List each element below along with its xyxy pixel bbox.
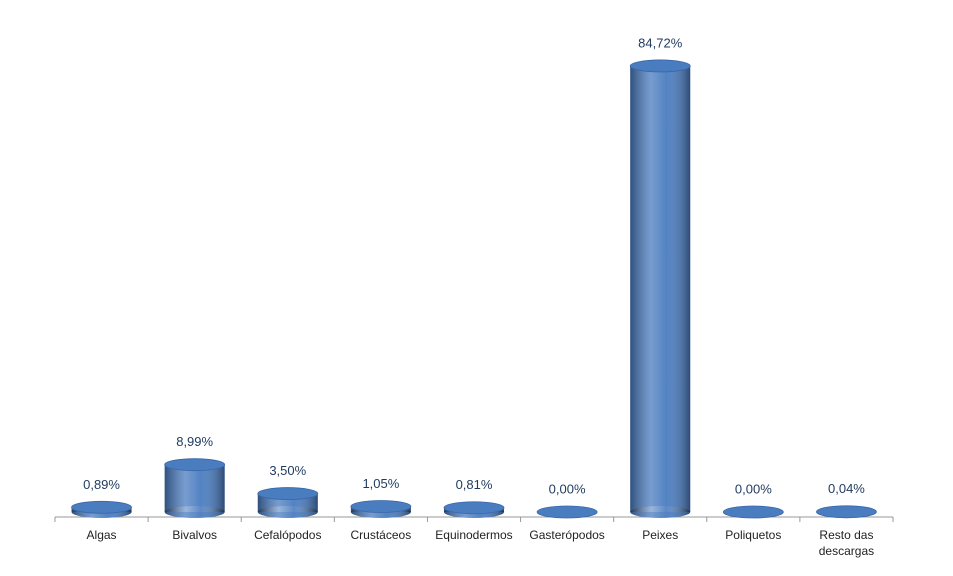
bar-top <box>722 505 784 519</box>
value-label: 3,50% <box>269 463 306 478</box>
value-label: 0,89% <box>83 477 120 492</box>
bar-top <box>164 458 226 472</box>
bar-top <box>443 501 505 515</box>
value-label: 8,99% <box>176 434 213 449</box>
value-label: 0,00% <box>549 481 586 496</box>
x-tick-label: Peixes <box>642 528 679 542</box>
x-tick-label: Gasterópodos <box>529 528 605 542</box>
x-tick-label: Cefalópodos <box>254 528 322 542</box>
bar-top <box>536 505 598 519</box>
bar-top <box>257 487 319 500</box>
bar-shade <box>630 65 691 512</box>
value-label: 0,81% <box>456 477 493 492</box>
x-tick-label: Bivalvos <box>172 528 217 542</box>
x-tick-label: Equinodermos <box>435 528 513 542</box>
x-tick-label: Crustáceos <box>350 528 412 542</box>
value-label: 84,72% <box>638 35 683 50</box>
bar-top <box>350 500 412 513</box>
bar-top <box>629 59 691 73</box>
x-tick-label: Poliquetos <box>725 528 782 542</box>
bar-top <box>816 505 877 519</box>
x-tick-label: Resto das descargas <box>818 528 875 558</box>
x-tick-label: Algas <box>86 528 117 542</box>
value-label: 1,05% <box>362 476 399 491</box>
bar-top <box>71 500 132 514</box>
value-label: 0,04% <box>828 481 865 496</box>
value-label: 0,00% <box>735 481 772 496</box>
bar-shade <box>164 464 225 512</box>
